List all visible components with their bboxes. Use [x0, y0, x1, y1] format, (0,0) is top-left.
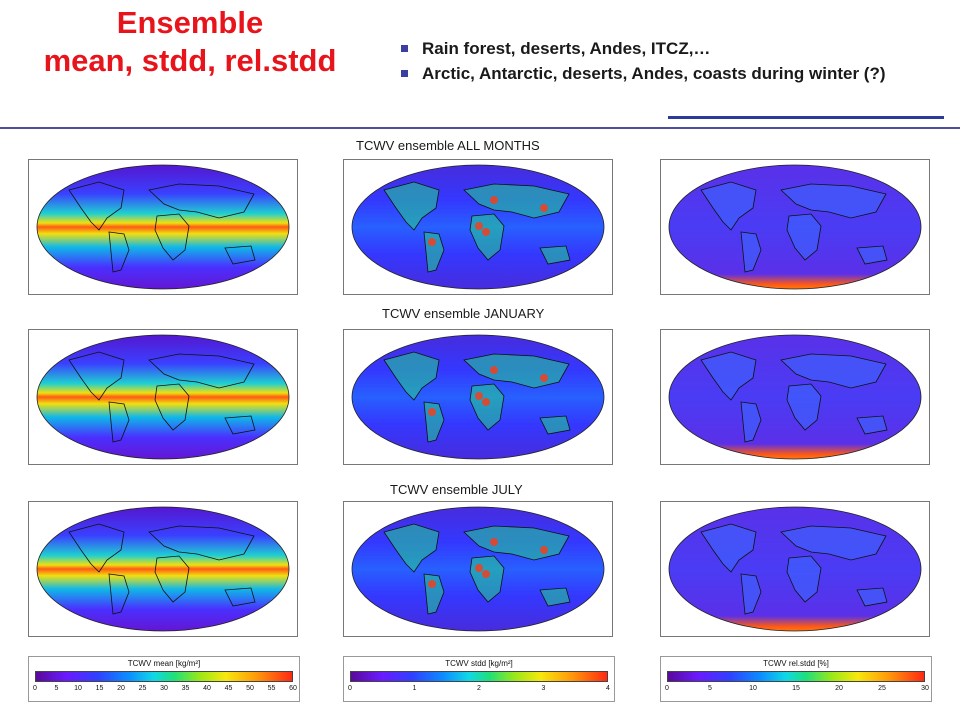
- map-mean-january: [28, 329, 298, 465]
- colorbar-tick-label: 20: [835, 685, 843, 692]
- globe-map-graphic: [351, 164, 605, 290]
- globe-map-graphic: [36, 506, 290, 632]
- colorbar-stdd: TCWV stdd [kg/m²] 0 1 2 3 4: [343, 656, 615, 702]
- map-stdd-all-months: [343, 159, 613, 295]
- bullet-item-1: Rain forest, deserts, Andes, ITCZ,…: [398, 36, 938, 61]
- colorbar-tick-label: 20: [117, 685, 125, 692]
- map-relstdd-july: [660, 501, 930, 637]
- map-relstdd-january: [660, 329, 930, 465]
- row-label-january: TCWV ensemble JANUARY: [382, 306, 545, 321]
- bullet-item-2: Arctic, Antarctic, deserts, Andes, coast…: [398, 61, 938, 86]
- map-relstdd-all-months: [660, 159, 930, 295]
- colorbar-tick-label: 50: [246, 685, 254, 692]
- colorbar-tick-label: 5: [54, 685, 59, 692]
- bullet-list: Rain forest, deserts, Andes, ITCZ,… Arct…: [398, 36, 938, 86]
- colorbar-tick-label: 30: [160, 685, 168, 692]
- colorbar-tick-label: 15: [792, 685, 800, 692]
- bullet-text-1: Rain forest, deserts, Andes, ITCZ,…: [422, 39, 711, 58]
- square-bullet-icon: [401, 70, 408, 77]
- colorbar-relstdd-gradient: [667, 671, 925, 682]
- bullet-text-2: Arctic, Antarctic, deserts, Andes, coast…: [422, 64, 886, 83]
- globe-map-graphic: [668, 164, 922, 290]
- colorbar-relstdd: TCWV rel.stdd [%] 0 5 10 15 20 25 30: [660, 656, 932, 702]
- square-bullet-icon: [401, 45, 408, 52]
- colorbar-mean-ticks: 0 5 10 15 20 25 30 35 40 45 50 55 60: [33, 685, 297, 697]
- colorbar-tick-label: 35: [181, 685, 190, 692]
- title-line-2: mean, stdd, rel.stdd: [43, 43, 337, 78]
- colorbar-tick-label: 3: [541, 685, 546, 692]
- colorbar-tick-label: 5: [708, 685, 712, 692]
- map-mean-july: [28, 501, 298, 637]
- header-divider: [0, 127, 960, 129]
- colorbar-tick-label: 10: [749, 685, 757, 692]
- colorbar-tick-label: 25: [138, 685, 147, 692]
- map-stdd-july: [343, 501, 613, 637]
- colorbar-mean-gradient: [35, 671, 293, 682]
- colorbar-tick-label: 0: [348, 685, 352, 692]
- colorbar-stdd-gradient: [350, 671, 608, 682]
- colorbar-tick-label: 15: [95, 685, 104, 692]
- colorbar-tick-label: 4: [606, 685, 610, 692]
- globe-map-graphic: [36, 164, 290, 290]
- colorbar-mean: TCWV mean [kg/m²] 0 5 10 15 20 25 30 35 40 45 50 55…: [28, 656, 300, 702]
- slide-title: Ensemble mean, stdd, rel.stdd: [0, 4, 380, 80]
- colorbar-stdd-title: TCWV stdd [kg/m²]: [445, 659, 513, 668]
- globe-map-graphic: [668, 506, 922, 632]
- colorbar-tick-label: 0: [665, 685, 669, 692]
- colorbar-tick-label: 40: [203, 685, 211, 692]
- colorbar-tick-label: 45: [224, 685, 233, 692]
- colorbar-relstdd-title: TCWV rel.stdd [%]: [763, 659, 829, 668]
- globe-map-graphic: [351, 506, 605, 632]
- colorbar-tick-label: 10: [74, 685, 82, 692]
- globe-map-graphic: [36, 334, 290, 460]
- colorbar-stdd-ticks: 0 1 2 3 4: [348, 685, 610, 697]
- row-label-all-months: TCWV ensemble ALL MONTHS: [356, 138, 540, 153]
- map-stdd-january: [343, 329, 613, 465]
- colorbar-tick-label: 25: [878, 685, 886, 692]
- colorbar-tick-label: 1: [412, 685, 417, 692]
- colorbar-tick-label: 0: [33, 685, 37, 692]
- row-label-july: TCWV ensemble JULY: [390, 482, 523, 497]
- colorbar-relstdd-ticks: 0 5 10 15 20 25 30: [665, 685, 929, 697]
- map-mean-all-months: [28, 159, 298, 295]
- colorbar-tick-label: 55: [267, 685, 276, 692]
- colorbar-tick-label: 30: [921, 685, 929, 692]
- colorbar-mean-title: TCWV mean [kg/m²]: [127, 659, 201, 668]
- colorbar-tick-label: 2: [477, 685, 481, 692]
- accent-rule: [668, 116, 944, 119]
- globe-map-graphic: [351, 334, 605, 460]
- title-line-1: Ensemble: [116, 5, 264, 40]
- globe-map-graphic: [668, 334, 922, 460]
- colorbar-tick-label: 60: [289, 685, 297, 692]
